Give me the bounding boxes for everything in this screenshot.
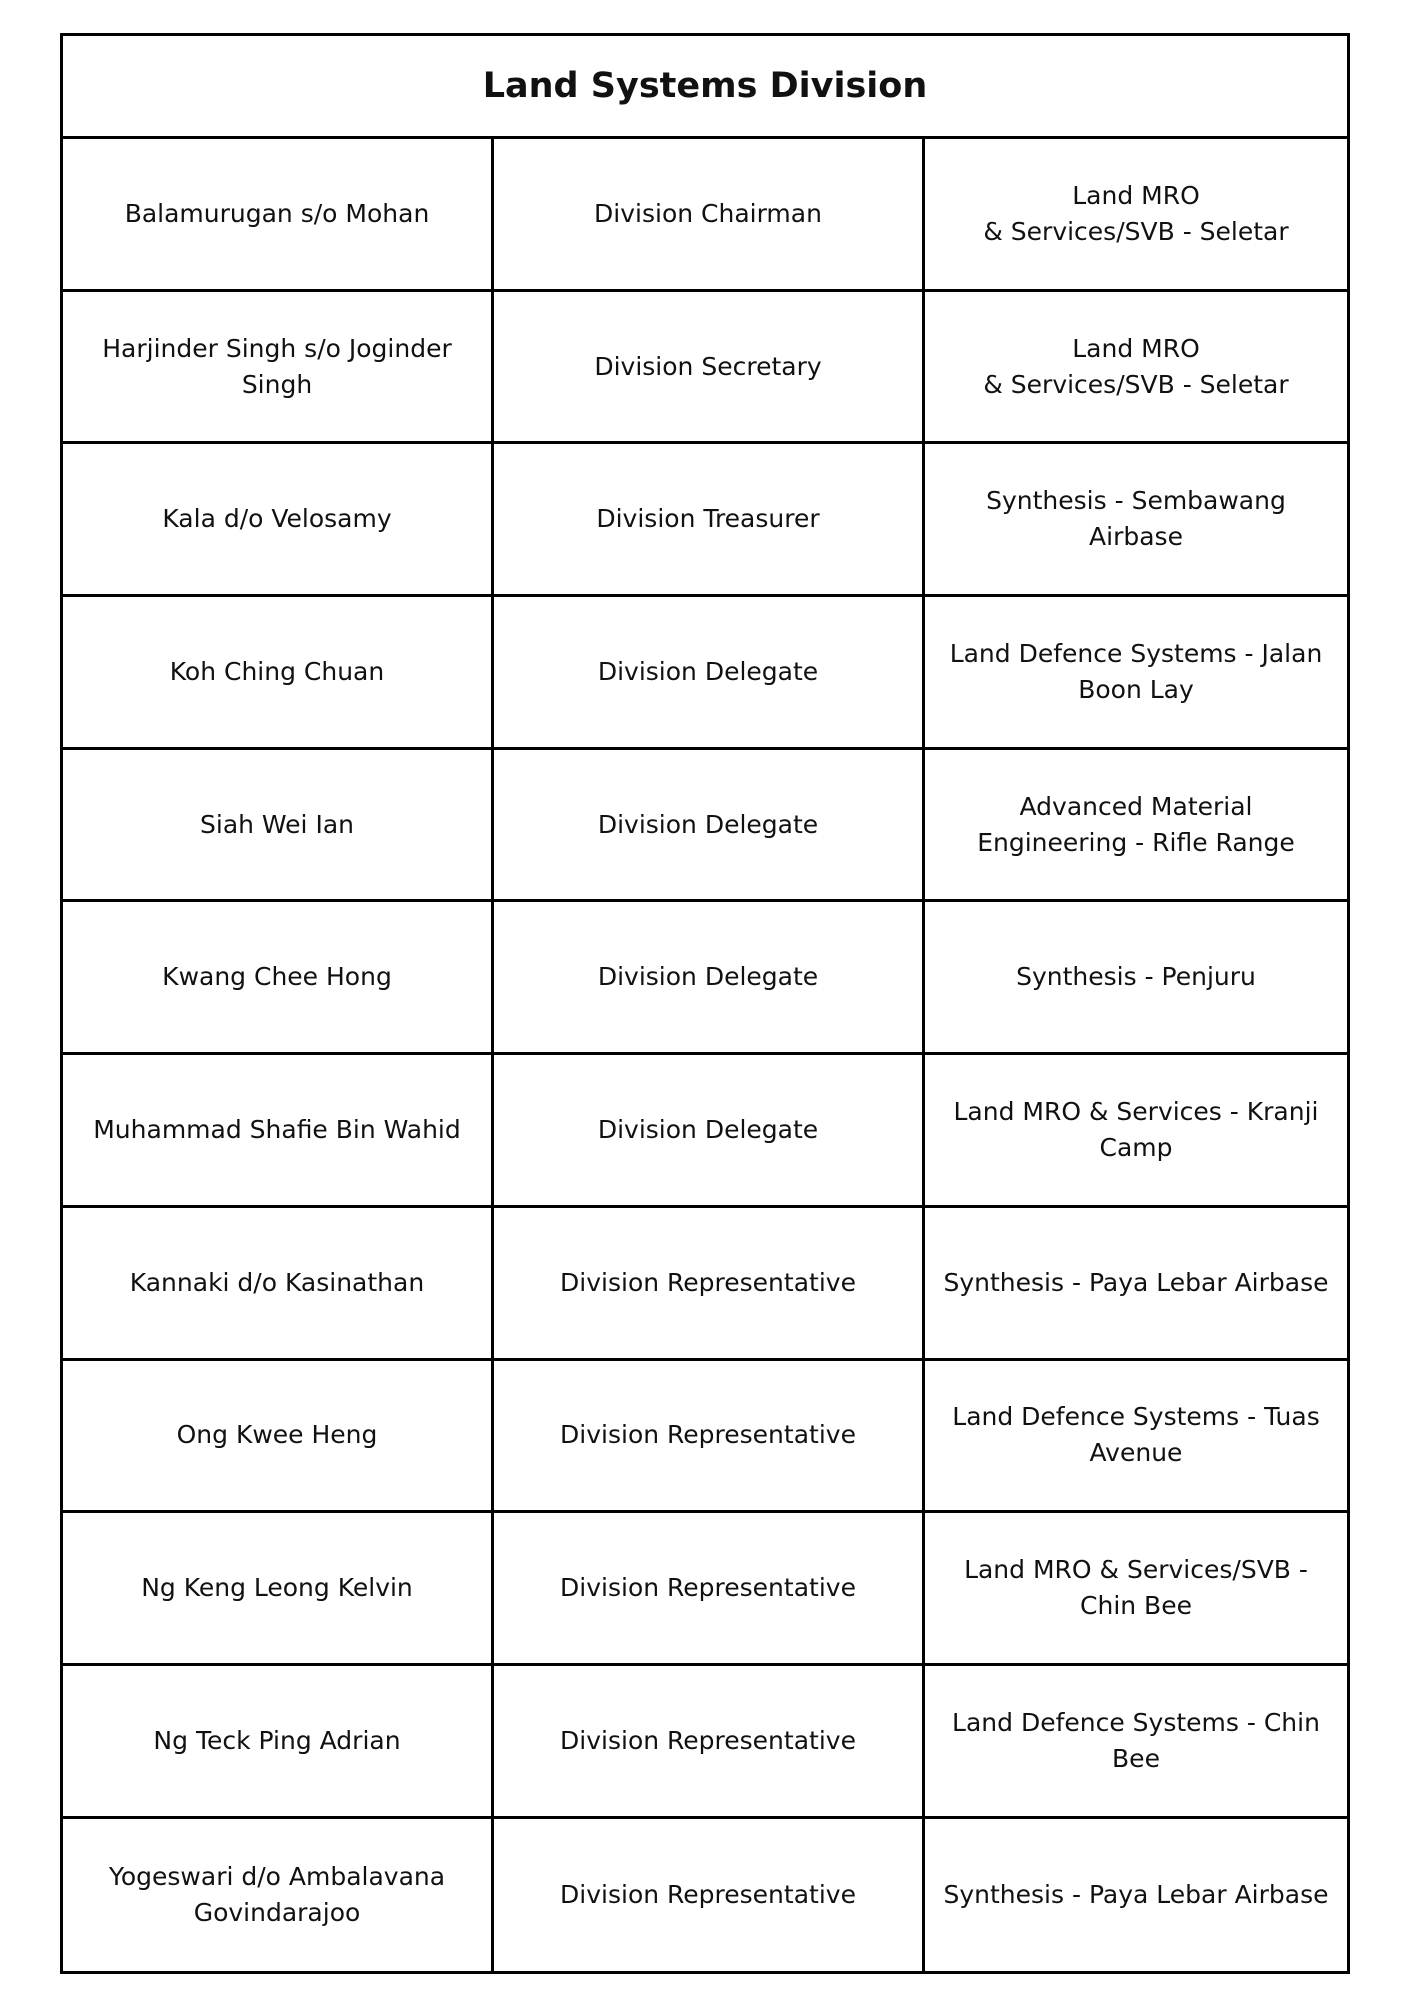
cell-name: Yogeswari d/o Ambalavana Govindarajoo bbox=[63, 1818, 494, 1972]
cell-name: Ng Teck Ping Adrian bbox=[63, 1665, 494, 1816]
cell-role: Division Delegate bbox=[494, 749, 925, 900]
cell-location: Land MRO & Services - Kranji Camp bbox=[953, 1096, 1319, 1162]
cell-name: Kala d/o Velosamy bbox=[63, 444, 494, 595]
cell-location: Synthesis - Sembawang Airbase bbox=[986, 486, 1286, 552]
cell-role: Division Representative bbox=[494, 1818, 925, 1972]
table-row: Ong Kwee Heng Division Representative Land… bbox=[63, 1360, 1347, 1514]
cell-role: Division Chairman bbox=[494, 139, 925, 289]
cell-name: Ong Kwee Heng bbox=[63, 1360, 494, 1511]
cell-name: Siah Wei Ian bbox=[63, 749, 494, 900]
cell-location: Synthesis - Paya Lebar Airbase bbox=[943, 1267, 1329, 1297]
cell-name: Muhammad Shafie Bin Wahid bbox=[63, 1055, 494, 1205]
cell-role: Division Delegate bbox=[494, 1055, 925, 1205]
cell-name: Balamurugan s/o Mohan bbox=[63, 139, 494, 289]
division-table: Land Systems Division Balamurugan s/o Mo… bbox=[60, 33, 1350, 1975]
cell-location: Land Defence Systems - Chin Bee bbox=[952, 1707, 1320, 1773]
table-row: Koh Ching Chuan Division Delegate Land Def… bbox=[63, 597, 1347, 750]
table-row: Muhammad Shafie Bin Wahid Division Delega… bbox=[63, 1055, 1347, 1208]
table-row: Ng Teck Ping Adrian Division Representati… bbox=[63, 1665, 1347, 1819]
cell-role: Division Representative bbox=[494, 1665, 925, 1816]
cell-role: Division Treasurer bbox=[494, 444, 925, 595]
table-row: Ng Keng Leong Kelvin Division Representat… bbox=[63, 1513, 1347, 1666]
cell-role: Division Delegate bbox=[494, 902, 925, 1053]
table-title: Land Systems Division bbox=[63, 36, 1347, 139]
cell-location: Land Defence Systems - Jalan Boon Lay bbox=[949, 638, 1323, 704]
cell-role: Division Representative bbox=[494, 1513, 925, 1663]
cell-name: Harjinder Singh s/o Joginder Singh bbox=[63, 291, 494, 442]
table-row: Kala d/o Velosamy Division Treasurer Synth… bbox=[63, 444, 1347, 598]
cell-location: Land MRO & Services/SVB - Seletar bbox=[983, 333, 1289, 399]
table-row: Yogeswari d/o Ambalavana Govindarajoo Div… bbox=[63, 1818, 1347, 1972]
cell-name: Ng Keng Leong Kelvin bbox=[63, 1513, 494, 1663]
cell-location: Synthesis - Paya Lebar Airbase bbox=[943, 1879, 1329, 1909]
table-row: Kannaki d/o Kasinathan Division Represent… bbox=[63, 1207, 1347, 1361]
cell-location: Land MRO & Services/SVB - Seletar bbox=[983, 180, 1289, 246]
table-row: Balamurugan s/o Mohan Division Chairman La… bbox=[63, 139, 1347, 292]
cell-location: Synthesis - Penjuru bbox=[1016, 962, 1256, 992]
table-row: Kwang Chee Hong Division Delegate Synthesi… bbox=[63, 902, 1347, 1056]
cell-role: Division Representative bbox=[494, 1207, 925, 1358]
cell-role: Division Secretary bbox=[494, 291, 925, 442]
table-row: Harjinder Singh s/o Joginder Singh Divisi… bbox=[63, 291, 1347, 445]
cell-location: Advanced Material Engineering - Rifle Ra… bbox=[977, 791, 1295, 857]
cell-role: Division Delegate bbox=[494, 597, 925, 747]
cell-name: Koh Ching Chuan bbox=[63, 597, 494, 747]
cell-name: Kannaki d/o Kasinathan bbox=[63, 1207, 494, 1358]
cell-role: Division Representative bbox=[494, 1360, 925, 1511]
cell-name: Kwang Chee Hong bbox=[63, 902, 494, 1053]
cell-location: Land MRO & Services/SVB - Chin Bee bbox=[964, 1555, 1308, 1621]
cell-location: Land Defence Systems - Tuas Avenue bbox=[952, 1402, 1320, 1468]
table-row: Siah Wei Ian Division Delegate Advanced Ma… bbox=[63, 749, 1347, 903]
